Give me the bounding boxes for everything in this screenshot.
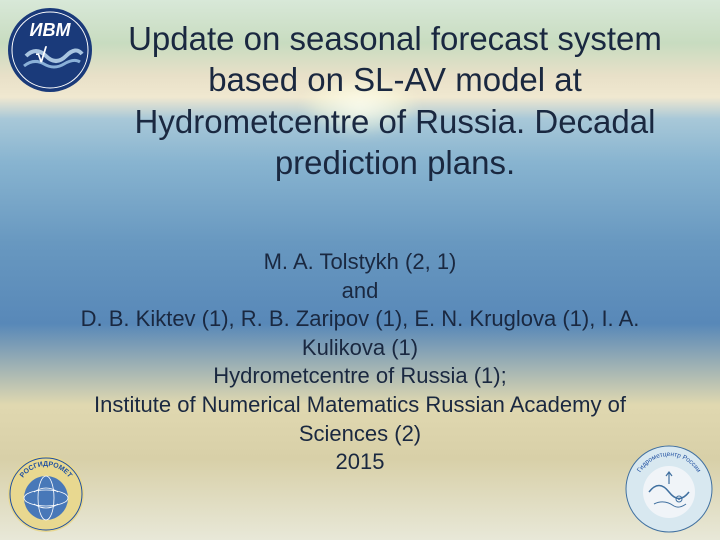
logo-rosgidromet: РОСГИДРОМЕТ <box>6 454 86 534</box>
author-and: and <box>60 277 660 306</box>
affiliation-1: Hydrometcentre of Russia (1); <box>60 362 660 391</box>
affiliation-2: Institute of Numerical Matematics Russia… <box>60 391 660 448</box>
author-coauthors: D. B. Kiktev (1), R. B. Zaripov (1), E. … <box>60 305 660 362</box>
logo-hydrometcentre: Гидрометцентр России <box>624 444 714 534</box>
year: 2015 <box>60 448 660 477</box>
logo-ivm: ИВМ √ <box>6 6 94 94</box>
authors-block: M. A. Tolstykh (2, 1) and D. B. Kiktev (… <box>60 248 660 477</box>
svg-text:√: √ <box>36 45 48 67</box>
author-main: M. A. Tolstykh (2, 1) <box>60 248 660 277</box>
slide-title: Update on seasonal forecast system based… <box>100 18 690 183</box>
logo-ivm-text: ИВМ <box>30 20 72 40</box>
